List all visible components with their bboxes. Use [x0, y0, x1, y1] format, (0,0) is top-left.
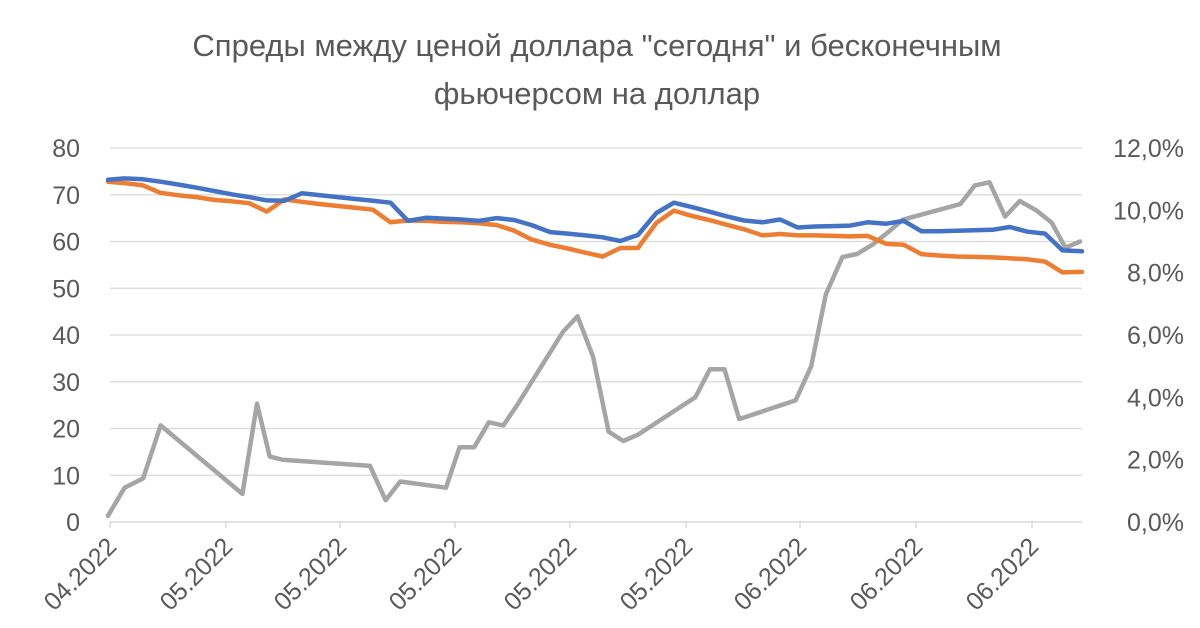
left-tick-label: 60	[52, 229, 80, 257]
right-tick-label: 0,0%	[1127, 509, 1184, 537]
x-tick-label: 05.2022	[499, 532, 583, 616]
left-tick-label: 20	[52, 416, 80, 444]
left-tick-label: 0	[66, 509, 80, 537]
series-line-3	[105, 180, 1083, 519]
x-tick-label: 05.2022	[155, 532, 239, 616]
x-tick-label: 05.2022	[269, 532, 353, 616]
x-tick-label: 06.2022	[729, 532, 813, 616]
right-tick-label: 2,0%	[1127, 447, 1184, 475]
series-line-1	[105, 176, 1085, 254]
right-y-axis: 0,0% 2,0% 4,0% 6,0% 8,0% 10,0% 12,0%	[1113, 135, 1184, 537]
right-tick-label: 8,0%	[1127, 260, 1184, 288]
right-tick-label: 6,0%	[1127, 322, 1184, 350]
x-axis: 04.2022 05.2022 05.2022 05.2022 05.2022 05.20…	[39, 532, 1045, 616]
left-tick-label: 50	[52, 275, 80, 303]
left-tick-label: 10	[52, 462, 80, 490]
gridlines	[109, 147, 1082, 528]
series-lines	[105, 176, 1085, 519]
x-tick-label: 05.2022	[384, 532, 468, 616]
left-tick-label: 40	[52, 322, 80, 350]
left-y-axis: 0 10 20 30 40 50 60 70 80	[52, 135, 80, 537]
right-tick-label: 4,0%	[1127, 384, 1184, 412]
right-tick-label: 10,0%	[1113, 197, 1184, 225]
x-tick-label: 04.2022	[39, 532, 123, 616]
x-tick-label: 06.2022	[845, 532, 929, 616]
left-tick-label: 80	[52, 135, 80, 163]
chart-title-line-2: фьючерсом на доллар	[434, 76, 760, 111]
series-line-2	[105, 179, 1085, 275]
right-tick-label: 12,0%	[1113, 135, 1184, 163]
left-tick-label: 30	[52, 369, 80, 397]
x-tick-label: 06.2022	[961, 532, 1045, 616]
left-tick-label: 70	[52, 182, 80, 210]
x-tick-label: 05.2022	[615, 532, 699, 616]
chart-title-line-1: Спреды между ценой доллара "сегодня" и б…	[192, 28, 1001, 63]
